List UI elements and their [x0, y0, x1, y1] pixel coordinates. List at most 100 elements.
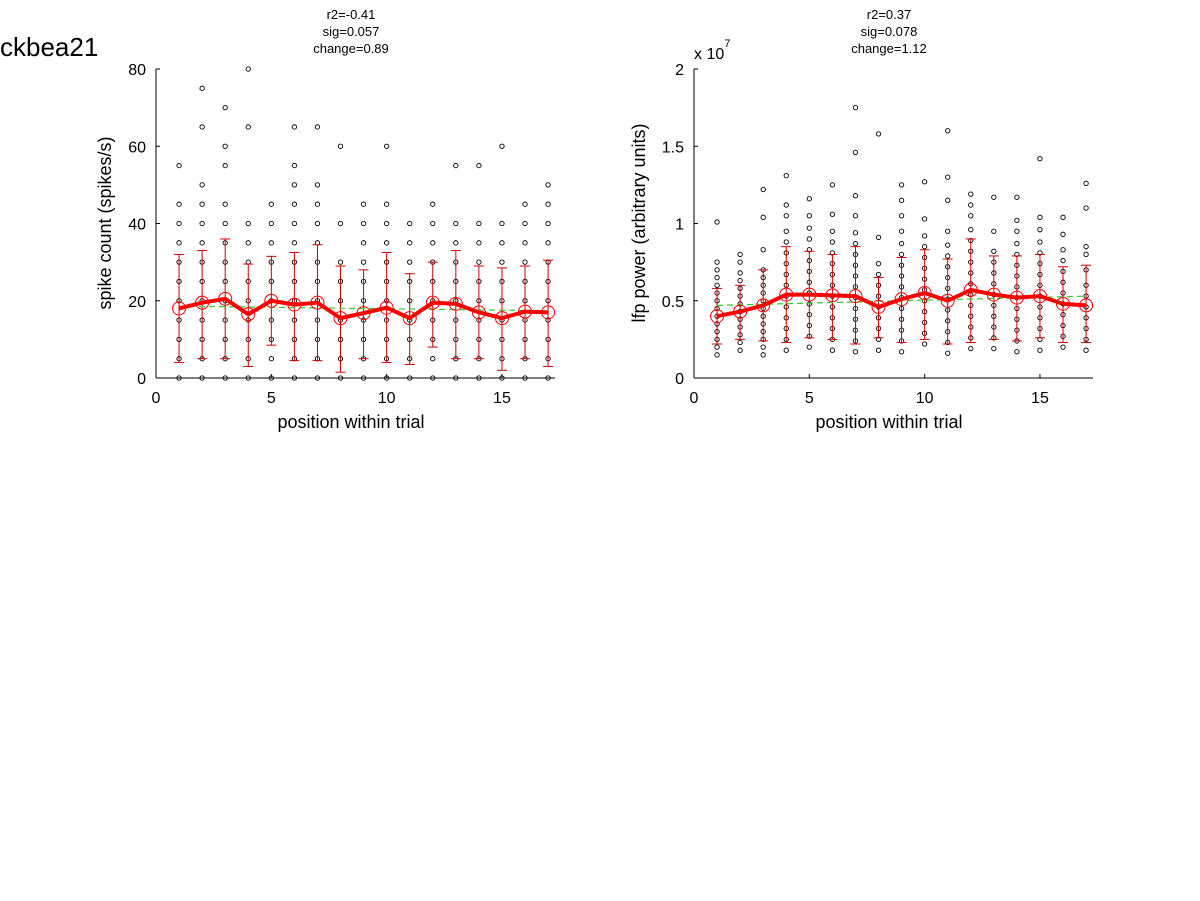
trial-point [737, 251, 743, 258]
trial-point [806, 236, 812, 242]
trial-point [499, 220, 505, 227]
trial-point [968, 202, 974, 208]
panel-spike-count: r2=-0.41 sig=0.057 change=0.89 position … [95, 7, 556, 432]
trial-point [430, 375, 436, 381]
trial-point [783, 239, 789, 245]
trial-point [737, 347, 743, 353]
mean-marker [425, 295, 440, 310]
trial-point [1014, 240, 1020, 247]
trial-point [714, 219, 720, 225]
trial-point [383, 143, 390, 149]
trial-point [714, 352, 720, 358]
trial-point [222, 201, 228, 207]
trial-point [337, 143, 344, 149]
trial-point [430, 240, 436, 246]
mean-marker [802, 287, 817, 302]
trial-point [945, 197, 951, 203]
mean-marker [172, 301, 187, 316]
stat-sig: sig=0.078 [861, 24, 918, 39]
mean-line [716, 287, 1087, 319]
trial-point [245, 124, 251, 130]
trial-point [314, 201, 321, 207]
y-tick-label: 20 [128, 294, 146, 311]
trial-point [383, 375, 390, 381]
trial-point [383, 220, 390, 227]
trial-point [945, 228, 951, 234]
trial-point [476, 259, 482, 265]
trial-point [222, 104, 228, 111]
trial-point [760, 352, 766, 358]
trial-point [760, 344, 766, 350]
trial-point [829, 239, 836, 245]
trial-point [898, 228, 905, 234]
mean-marker [333, 311, 348, 326]
trial-point [945, 253, 951, 259]
trial-point [1060, 214, 1066, 220]
trial-point [1014, 349, 1020, 355]
trial-point [453, 375, 459, 381]
exponent-power: 7 [724, 38, 730, 50]
trial-point [499, 143, 505, 149]
trial-point [522, 259, 528, 265]
trial-point [898, 240, 905, 247]
y-tick-label: 1 [675, 217, 684, 234]
y-tick-label: 1.5 [662, 139, 684, 156]
mean-marker [448, 296, 463, 311]
trial-point [199, 240, 205, 246]
trial-point [245, 240, 251, 246]
x-axis-label: position within trial [277, 412, 424, 432]
trial-point [314, 220, 321, 227]
x-tick-label: 0 [152, 390, 161, 407]
mean-line [178, 296, 549, 321]
trial-point [714, 344, 720, 350]
mean-marker [756, 298, 771, 313]
mean-marker [494, 311, 509, 326]
mean-marker [779, 287, 794, 302]
trial-point [545, 201, 551, 207]
trial-point [898, 213, 905, 219]
trial-point [291, 375, 298, 381]
trial-point [1060, 247, 1066, 253]
trial-point [945, 128, 951, 134]
mean-marker [195, 295, 210, 310]
y-tick-label: 80 [128, 62, 146, 79]
trial-point [291, 201, 298, 207]
trial-point [714, 267, 720, 273]
panel-lfp-power: r2=0.37 sig=0.078 change=1.12 position w… [629, 7, 1094, 432]
trial-point [875, 261, 882, 267]
mean-marker [1056, 296, 1071, 311]
stat-r2: r2=0.37 [867, 7, 911, 22]
trial-point [1014, 194, 1020, 200]
mean-marker [1009, 290, 1024, 305]
trial-point [268, 201, 274, 207]
trial-point [783, 228, 789, 234]
trial-point [199, 375, 205, 381]
trial-point [476, 240, 482, 246]
trial-point [360, 201, 367, 207]
trial-point [291, 182, 298, 188]
trial-point [314, 182, 321, 188]
trial-point [1037, 239, 1043, 245]
mean-marker [917, 286, 932, 301]
figure-title: ckbea21 [0, 32, 98, 62]
trial-point [829, 211, 836, 217]
trial-point [245, 66, 251, 72]
trial-point [1014, 217, 1020, 224]
trial-point [199, 124, 205, 130]
stat-r2: r2=-0.41 [327, 7, 376, 22]
trial-point [945, 242, 951, 248]
trial-point [806, 196, 812, 202]
trial-point [737, 259, 743, 265]
trial-point [199, 85, 205, 91]
stat-sig: sig=0.057 [323, 24, 380, 39]
trial-point [545, 375, 551, 381]
trial-point [499, 259, 505, 265]
mean-marker [218, 291, 233, 306]
y-axis-label: lfp power (arbitrary units) [629, 123, 649, 322]
y-tick-label: 60 [128, 139, 146, 156]
trial-point [545, 220, 551, 227]
trial-point [945, 350, 951, 356]
trial-point [991, 248, 997, 254]
y-axis-label: spike count (spikes/s) [95, 136, 115, 309]
trial-point [222, 162, 228, 169]
